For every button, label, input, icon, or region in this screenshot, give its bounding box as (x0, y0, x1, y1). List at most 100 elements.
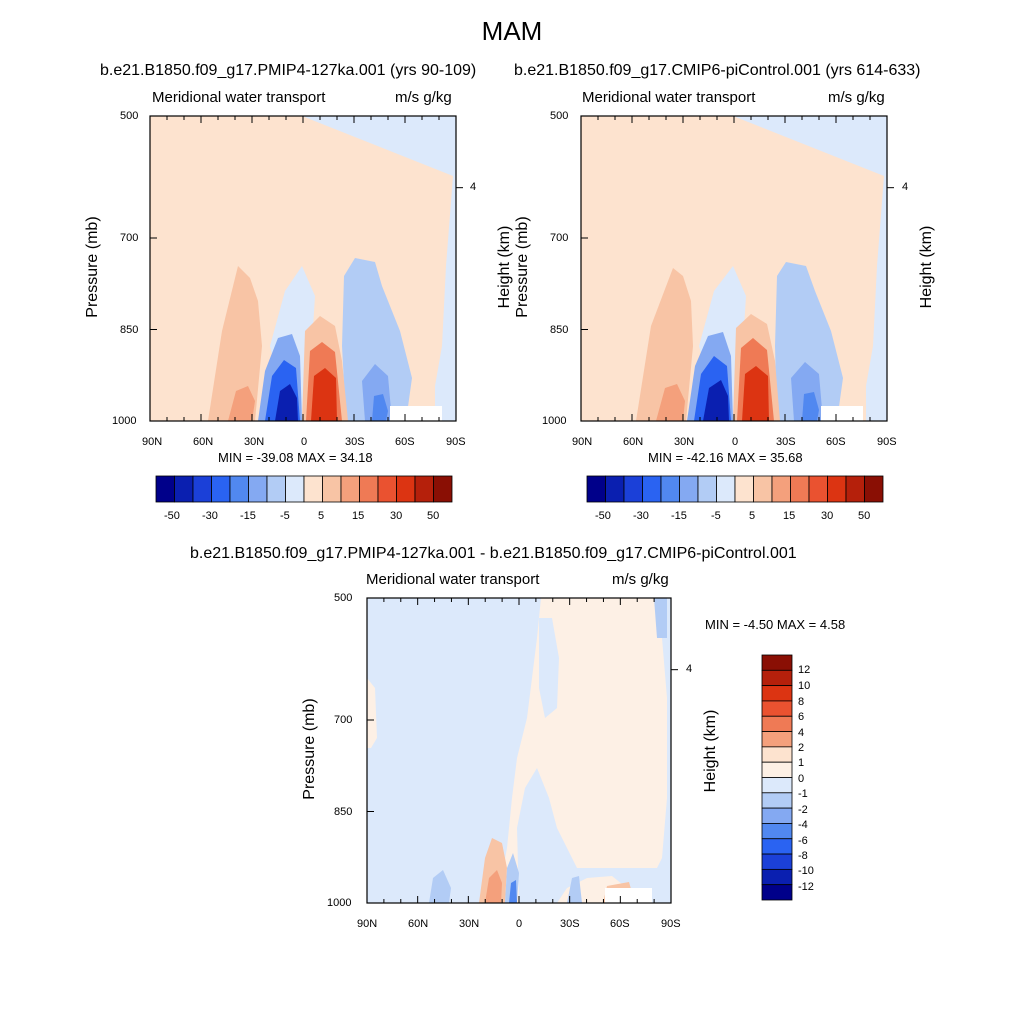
bottom-colorbar (761, 654, 793, 901)
bottom-cblabel-9: -2 (798, 804, 808, 816)
right-ytick-500: 500 (550, 110, 569, 122)
left-colorbar (155, 475, 453, 503)
right-eq-positive-cell-3 (742, 366, 769, 421)
left-sh-negative-lobe (342, 258, 412, 421)
left-cblabel-1: -30 (202, 510, 218, 522)
right-ytick-700: 700 (550, 232, 569, 244)
bottom-eq-negative-cell-2 (509, 880, 517, 903)
right-eq-negative-cell-3 (703, 380, 729, 421)
right-xtick-60N: 60N (623, 436, 644, 448)
bottom-axis-frame (366, 597, 672, 904)
right-sh-negative-core-inner (802, 392, 819, 421)
bottom-cblabel-12: -8 (798, 850, 808, 862)
left-eq-positive-cell-3 (311, 368, 337, 421)
bottom-panel-variable-label: Meridional water transport (366, 571, 540, 588)
left-ytick-850: 850 (120, 324, 139, 336)
bottom-ytick-500: 500 (334, 592, 353, 604)
bottom-ytick-850: 850 (334, 806, 353, 818)
right-panel-title: b.e21.B1850.f09_g17.CMIP6-piControl.001 … (514, 62, 921, 79)
cb-left-swatch-15 (433, 475, 453, 503)
bottom-minmax: MIN = -4.50 MAX = 4.58 (705, 617, 846, 632)
figure-title: MAM (481, 16, 543, 46)
right-panel-variable-label: Meridional water transport (582, 89, 756, 106)
left-nh-positive-lobe (208, 266, 262, 421)
bottom-negative-top-corner (654, 598, 667, 638)
bottom-cblabel-11: -6 (798, 835, 808, 847)
right-nh-positive-core (656, 384, 685, 421)
left-xtick-90N: 90N (142, 436, 163, 448)
left-panel-variable-label: Meridional water transport (152, 89, 326, 106)
left-cblabel-0: -50 (164, 510, 180, 522)
right-y2tick-4: 4 (902, 181, 909, 193)
left-ytick-700: 700 (120, 232, 139, 244)
bottom-panel-title: b.e21.B1850.f09_g17.PMIP4-127ka.001 - b.… (190, 545, 797, 562)
bottom-xtick-90S: 90S (661, 918, 681, 930)
left-sh-negative-core-inner (372, 394, 388, 421)
bottom-y2tick-4: 4 (686, 663, 693, 675)
bottom-nh-negative-surface (429, 870, 451, 903)
bottom-eq-positive-cell-2 (485, 870, 502, 903)
bottom-cblabel-2: 8 (798, 696, 805, 708)
bottom-xtick-30S: 30S (560, 918, 580, 930)
left-ytick-1000: 1000 (112, 415, 137, 427)
right-minmax: MIN = -42.16 MAX = 35.68 (648, 450, 803, 465)
bottom-cblabel-0: 12 (798, 664, 811, 676)
bottom-xtick-60S: 60S (610, 918, 630, 930)
left-contour-plot (150, 116, 456, 421)
right-colorbar (586, 475, 884, 503)
left-xtick-0: 0 (301, 436, 308, 448)
left-xtick-90S: 90S (446, 436, 466, 448)
bottom-masked-topography (605, 888, 652, 903)
right-ytick-850: 850 (550, 324, 569, 336)
right-cblabel-7: 50 (858, 510, 871, 522)
right-xtick-60S: 60S (826, 436, 846, 448)
right-xtick-0: 0 (732, 436, 739, 448)
right-contour-plot (581, 116, 887, 421)
right-xtick-90N: 90N (572, 436, 593, 448)
right-cblabel-1: -30 (633, 510, 649, 522)
right-cblabel-2: -15 (671, 510, 687, 522)
left-xtick-60S: 60S (395, 436, 415, 448)
left-cblabel-5: 15 (352, 510, 365, 522)
right-cblabel-3: -5 (711, 510, 721, 522)
right-axis-frame (580, 115, 888, 422)
left-cblabel-2: -15 (240, 510, 256, 522)
cb-right-swatch-15 (864, 475, 884, 503)
bottom-sh-negative-surface (567, 876, 582, 903)
bottom-cblabel-5: 2 (798, 742, 805, 754)
left-ytick-500: 500 (120, 110, 139, 122)
left-panel-units-label: m/s g/kg (395, 89, 452, 106)
bottom-contour-plot (367, 598, 671, 903)
bottom-ytick-1000: 1000 (327, 897, 352, 909)
bottom-cblabel-1: 10 (798, 680, 811, 692)
right-negative-region (733, 116, 887, 421)
left-panel-title: b.e21.B1850.f09_g17.PMIP4-127ka.001 (yrs… (100, 62, 477, 79)
bottom-xtick-90N: 90N (357, 918, 378, 930)
bottom-negative-inlet (539, 618, 559, 718)
bottom-cblabel-6: 1 (798, 757, 805, 769)
right-xtick-30S: 30S (776, 436, 796, 448)
bottom-positive-nh-edge (367, 678, 377, 748)
right-cblabel-0: -50 (595, 510, 611, 522)
left-minmax: MIN = -39.08 MAX = 34.18 (218, 450, 373, 465)
bottom-cblabel-7: 0 (798, 773, 805, 785)
bottom-xtick-30N: 30N (459, 918, 480, 930)
left-xtick-30S: 30S (345, 436, 365, 448)
left-eq-negative-cell-3 (275, 384, 298, 421)
left-axis-frame (149, 115, 457, 422)
right-cblabel-5: 15 (783, 510, 796, 522)
left-negative-region (302, 116, 456, 421)
cb-bottom-swatch-15 (761, 884, 793, 901)
right-panel-units-label: m/s g/kg (828, 89, 885, 106)
bottom-xtick-0: 0 (516, 918, 523, 930)
bottom-cblabel-8: -1 (798, 788, 808, 800)
bottom-cblabel-13: -10 (798, 865, 814, 877)
left-xtick-30N: 30N (244, 436, 265, 448)
left-cblabel-6: 30 (390, 510, 403, 522)
right-xtick-30N: 30N (674, 436, 695, 448)
bottom-cblabel-14: -12 (798, 881, 814, 893)
right-nh-positive-lobe (636, 268, 693, 421)
left-cblabel-3: -5 (280, 510, 290, 522)
bottom-cblabel-4: 4 (798, 727, 805, 739)
